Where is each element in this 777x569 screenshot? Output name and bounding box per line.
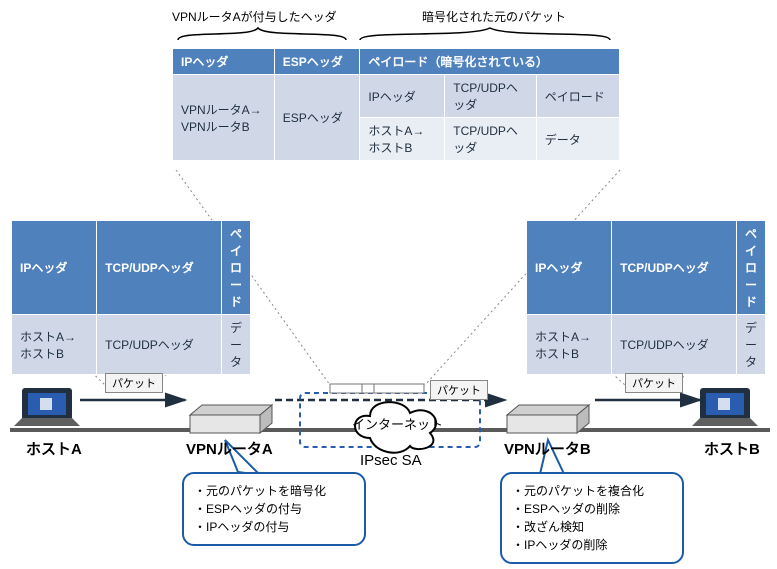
label-hostB: ホストB xyxy=(704,438,760,459)
right-th-payload: ペイロード xyxy=(736,221,765,315)
callout-routerB: ・元のパケットを複合化 ・ESPヘッダの削除 ・改ざん検知 ・IPヘッダの削除 xyxy=(500,472,684,564)
encaps-inner-th-tcp: TCP/UDPヘッダ xyxy=(445,75,536,118)
callout-routerA: ・元のパケットを暗号化 ・ESPヘッダの付与 ・IPヘッダの付与 xyxy=(182,472,366,546)
encaps-inner-th-payload: ペイロード xyxy=(536,75,619,118)
brace-right-label: 暗号化された元のパケット xyxy=(422,8,566,25)
router-A xyxy=(190,405,272,433)
encaps-inner-th-ip: IPヘッダ xyxy=(360,75,445,118)
encaps-inner-ip: ホストA→ ホストB xyxy=(360,118,445,161)
right-td-ip: ホストA→ ホストB xyxy=(527,315,612,375)
callout-left-line2: ・IPヘッダの付与 xyxy=(194,518,354,536)
encaps-outer-esp: ESPヘッダ xyxy=(274,75,360,161)
encaps-th-esp: ESPヘッダ xyxy=(274,49,360,75)
left-th-ip: IPヘッダ xyxy=(12,221,97,315)
callout-right-line1: ・ESPヘッダの削除 xyxy=(512,500,672,518)
right-packet-table: IPヘッダ TCP/UDPヘッダ ペイロード ホストA→ ホストB TCP/UD… xyxy=(526,220,766,375)
callout-left-line0: ・元のパケットを暗号化 xyxy=(194,482,354,500)
left-td-tcp: TCP/UDPヘッダ xyxy=(97,315,222,375)
encaps-inner-payload: データ xyxy=(536,118,619,161)
label-routerA: VPNルータA xyxy=(186,438,273,459)
encaps-th-ip: IPヘッダ xyxy=(173,49,275,75)
packet-label-right: パケット xyxy=(625,373,683,393)
right-td-payload: データ xyxy=(736,315,765,375)
left-th-payload: ペイロード xyxy=(221,221,250,315)
packet-label-left: パケット xyxy=(105,373,163,393)
callout-right-line2: ・改ざん検知 xyxy=(512,518,672,536)
encaps-th-payload: ペイロード（暗号化されている） xyxy=(360,49,620,75)
router-B xyxy=(507,405,589,433)
right-th-ip: IPヘッダ xyxy=(527,221,612,315)
left-td-ip: ホストA→ ホストB xyxy=(12,315,97,375)
laptop-hostA xyxy=(14,388,80,426)
brace-left-label: VPNルータAが付与したヘッダ xyxy=(172,8,337,25)
callout-right-line3: ・IPヘッダの削除 xyxy=(512,536,672,554)
laptop-hostB xyxy=(692,388,758,426)
label-internet: インターネット xyxy=(352,414,443,433)
left-th-tcp: TCP/UDPヘッダ xyxy=(97,221,222,315)
packet-label-center: パケット xyxy=(430,380,488,400)
encaps-outer-ip: VPNルータA→ VPNルータB xyxy=(173,75,275,161)
callout-left-line1: ・ESPヘッダの付与 xyxy=(194,500,354,518)
left-td-payload: データ xyxy=(221,315,250,375)
callout-right-line0: ・元のパケットを複合化 xyxy=(512,482,672,500)
encaps-inner-tcp: TCP/UDPヘッダ xyxy=(445,118,536,161)
right-th-tcp: TCP/UDPヘッダ xyxy=(612,221,737,315)
label-ipsec-sa: IPsec SA xyxy=(360,452,422,469)
right-td-tcp: TCP/UDPヘッダ xyxy=(612,315,737,375)
left-packet-table: IPヘッダ TCP/UDPヘッダ ペイロード ホストA→ ホストB TCP/UD… xyxy=(11,220,251,375)
label-routerB: VPNルータB xyxy=(504,438,591,459)
label-hostA: ホストA xyxy=(26,438,82,459)
encapsulation-table: IPヘッダ ESPヘッダ ペイロード（暗号化されている） VPNルータA→ VP… xyxy=(172,48,620,161)
